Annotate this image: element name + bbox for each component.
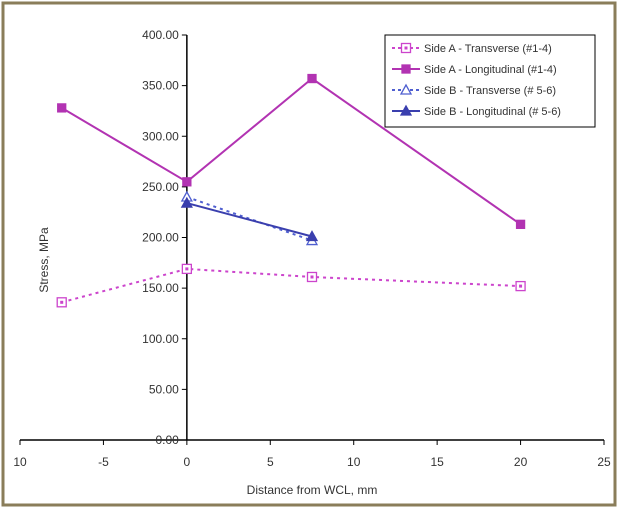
- legend: Side A - Transverse (#1-4) Side A - Longi…: [385, 35, 595, 127]
- x-tick-label: 5: [267, 455, 274, 469]
- legend-label: Side B - Longitudinal (# 5-6): [424, 106, 561, 118]
- y-tick-label: 0.00: [155, 433, 179, 447]
- y-tick-label: 400.00: [142, 28, 179, 42]
- y-axis-label: Stress, MPa: [37, 227, 51, 293]
- data-point: [308, 272, 317, 281]
- y-tick-label: 200.00: [142, 231, 179, 245]
- y-tick-label: 150.00: [142, 281, 179, 295]
- y-tick-label: 350.00: [142, 79, 179, 93]
- data-point: [58, 104, 66, 112]
- data-point: [308, 75, 316, 83]
- x-tick-label: 10: [347, 455, 361, 469]
- x-tick-label: 10: [13, 455, 27, 469]
- legend-swatch-marker: [402, 65, 410, 73]
- y-tick-label: 250.00: [142, 180, 179, 194]
- x-tick-label: 0: [184, 455, 191, 469]
- data-point: [57, 298, 66, 307]
- data-point-dot: [311, 275, 314, 278]
- x-tick-label: 15: [430, 455, 444, 469]
- legend-swatch-marker-shape: [402, 65, 410, 73]
- x-tick-label: 25: [597, 455, 611, 469]
- data-point-shape: [58, 104, 66, 112]
- y-tick-label: 300.00: [142, 129, 179, 143]
- data-point-dot: [519, 285, 522, 288]
- data-point-shape: [183, 178, 191, 186]
- data-point-dot: [60, 301, 63, 304]
- legend-label: Side A - Longitudinal (#1-4): [424, 64, 557, 76]
- x-tick-label: -5: [98, 455, 109, 469]
- x-tick-label: 20: [514, 455, 528, 469]
- legend-label: Side A - Transverse (#1-4): [424, 43, 552, 55]
- data-point-shape: [517, 220, 525, 228]
- legend-swatch-marker-dot: [405, 47, 408, 50]
- data-point: [517, 220, 525, 228]
- data-point: [182, 264, 191, 273]
- x-axis-label: Distance from WCL, mm: [247, 483, 378, 497]
- data-point: [183, 178, 191, 186]
- legend-label: Side B - Transverse (# 5-6): [424, 85, 556, 97]
- data-point: [516, 282, 525, 291]
- y-tick-label: 50.00: [149, 382, 179, 396]
- legend-swatch-marker: [402, 44, 411, 53]
- data-point-shape: [308, 75, 316, 83]
- data-point-dot: [185, 267, 188, 270]
- y-tick-label: 100.00: [142, 332, 179, 346]
